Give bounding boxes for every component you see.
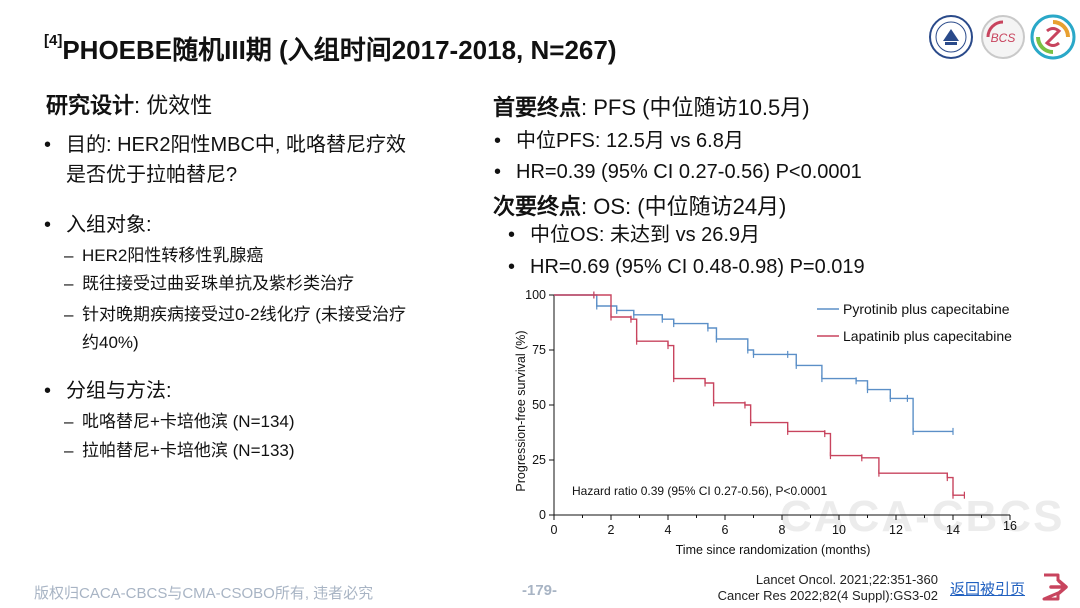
primary-heading: 首要终点: PFS (中位随访10.5月) bbox=[493, 90, 810, 122]
footer-references: Lancet Oncol. 2021;22:351-360 Cancer Res… bbox=[700, 572, 938, 604]
arms-label: 分组与方法: bbox=[66, 380, 172, 402]
design-label: 研究设计 bbox=[46, 93, 135, 118]
secondary-value: : OS: (中位随访24月) bbox=[581, 194, 787, 219]
secondary-item: • HR=0.69 (95% CI 0.48-0.98) P=0.019 bbox=[508, 256, 865, 278]
hazard-ratio-annotation: Hazard ratio 0.39 (95% CI 0.27-0.56), P<… bbox=[572, 484, 827, 498]
primary-value: : PFS (中位随访10.5月) bbox=[581, 95, 810, 120]
page-number: -179- bbox=[522, 582, 558, 599]
y-tick-label: 25 bbox=[532, 453, 546, 467]
back-link[interactable]: 返回被引页 bbox=[950, 581, 1026, 598]
arms-bullet: • 分组与方法: bbox=[44, 380, 172, 402]
x-tick-label: 8 bbox=[779, 523, 786, 537]
x-tick-label: 6 bbox=[722, 523, 729, 537]
x-tick-label: 12 bbox=[889, 523, 903, 537]
y-tick-label: 0 bbox=[539, 508, 546, 522]
primary-label: 首要终点 bbox=[493, 95, 582, 120]
title-ref: [4] bbox=[44, 32, 63, 50]
primary-item: • HR=0.39 (95% CI 0.27-0.56) P<0.0001 bbox=[494, 161, 862, 183]
y-tick-label: 100 bbox=[525, 288, 546, 302]
y-tick-label: 50 bbox=[532, 398, 546, 412]
purpose-bullet: • 目的: HER2阳性MBC中, 吡咯替尼疗效 bbox=[44, 134, 407, 156]
secondary-label: 次要终点 bbox=[493, 194, 582, 219]
design-value: : 优效性 bbox=[134, 93, 213, 118]
x-tick-label: 14 bbox=[946, 523, 960, 537]
x-axis-label: Time since randomization (months) bbox=[676, 543, 871, 557]
x-tick-label: 16 bbox=[1003, 519, 1017, 533]
y-tick-label: 75 bbox=[532, 343, 546, 357]
watermark: CACA-CBCS bbox=[780, 492, 1065, 541]
population-item: – HER2阳性转移性乳腺癌 bbox=[64, 246, 264, 265]
arm-item: – 吡咯替尼+卡培他滨 (N=134) bbox=[64, 412, 295, 431]
primary-item: • 中位PFS: 12.5月 vs 6.8月 bbox=[494, 130, 744, 152]
x-tick-label: 4 bbox=[665, 523, 672, 537]
legend-label: Pyrotinib plus capecitabine bbox=[843, 301, 1010, 317]
arm-item: – 拉帕替尼+卡培他滨 (N=133) bbox=[64, 441, 295, 460]
population-item: – 针对晚期疾病接受过0-2线化疗 (未接受治疗 bbox=[64, 305, 406, 324]
population-bullet: • 入组对象: bbox=[44, 214, 152, 236]
caca-logo-icon bbox=[1030, 14, 1076, 60]
reference-2: Cancer Res 2022;82(4 Suppl):GS3-02 bbox=[717, 588, 938, 603]
secondary-heading: 次要终点: OS: (中位随访24月) bbox=[493, 189, 786, 221]
chart-legend: Pyrotinib plus capecitabine Lapatinib plu… bbox=[817, 301, 1012, 344]
design-heading: 研究设计: 优效性 bbox=[46, 88, 212, 120]
x-tick-label: 2 bbox=[608, 523, 615, 537]
university-seal-icon bbox=[929, 15, 973, 59]
legend-label: Lapatinib plus capecitabine bbox=[843, 328, 1012, 344]
y-axis-label: Progression-free survival (%) bbox=[514, 330, 528, 491]
bcs-logo-icon: BCS bbox=[981, 15, 1025, 59]
title-text: PHOEBE随机III期 (入组时间2017-2018, N=267) bbox=[62, 35, 617, 65]
reference-1: Lancet Oncol. 2021;22:351-360 bbox=[755, 572, 938, 587]
page-title: [4]PHOEBE随机III期 (入组时间2017-2018, N=267) bbox=[44, 30, 616, 67]
footer-copyright: 版权归CACA-CBCS与CMA-CSOBO所有, 违者必究 bbox=[34, 585, 374, 602]
km-chart: 0 25 50 75 100 0 2 4 6 8 10 12 14 16 Pyrotinib plus c… bbox=[514, 288, 1017, 557]
secondary-item: • 中位OS: 未达到 vs 26.9月 bbox=[508, 224, 761, 246]
population-label: 入组对象: bbox=[66, 214, 152, 236]
exit-arrow-icon[interactable] bbox=[1040, 572, 1072, 602]
population-item: – 既往接受过曲妥珠单抗及紫杉类治疗 bbox=[64, 274, 354, 293]
population-item-cont: 约40%) bbox=[82, 333, 139, 352]
bcs-logo-text: BCS bbox=[991, 31, 1016, 45]
km-series-line bbox=[554, 294, 965, 496]
purpose-line2: 是否优于拉帕替尼? bbox=[66, 164, 238, 186]
purpose-line1: 目的: HER2阳性MBC中, 吡咯替尼疗效 bbox=[66, 134, 407, 156]
chart-axes: 0 25 50 75 100 0 2 4 6 8 10 12 14 16 bbox=[525, 288, 1017, 537]
purpose-bullet-cont: 是否优于拉帕替尼? bbox=[66, 160, 237, 190]
x-tick-label: 10 bbox=[832, 523, 846, 537]
chart-series bbox=[554, 291, 965, 499]
x-tick-label: 0 bbox=[551, 523, 558, 537]
